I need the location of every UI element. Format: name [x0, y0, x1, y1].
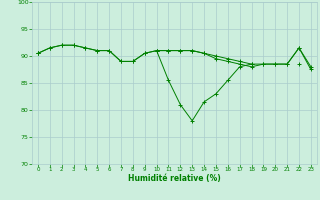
X-axis label: Humidité relative (%): Humidité relative (%): [128, 174, 221, 183]
